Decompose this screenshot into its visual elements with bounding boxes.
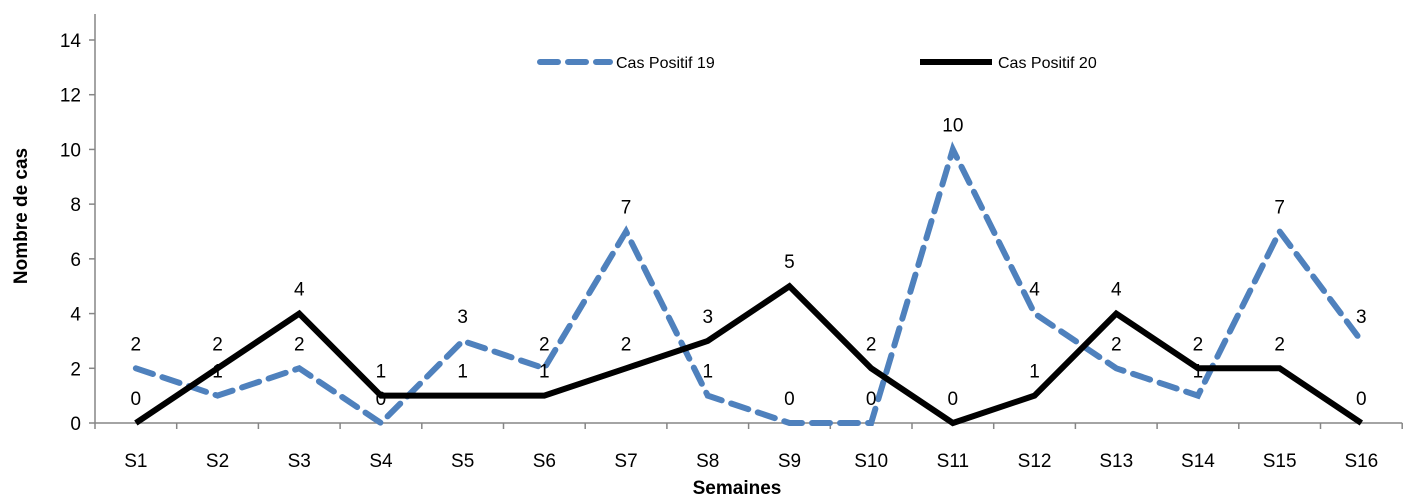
series-2-data-label: 0 <box>131 389 142 410</box>
series-1-data-label: 3 <box>1356 307 1367 328</box>
x-tick-label: S11 <box>937 451 969 472</box>
series-2-data-label: 0 <box>948 389 959 410</box>
x-tick-label: S2 <box>206 451 229 472</box>
x-tick-label: S13 <box>1099 451 1133 472</box>
series-1-data-label: 2 <box>294 334 305 355</box>
series-2-data-label: 3 <box>702 307 713 328</box>
series-1-data-label: 10 <box>942 115 963 136</box>
series-2-data-label: 1 <box>457 362 468 383</box>
series-2-point <box>461 394 465 398</box>
x-tick-label: S1 <box>124 451 147 472</box>
series-line-2 <box>134 282 1364 427</box>
y-tick-label: 8 <box>70 195 81 216</box>
y-tick-label: 2 <box>70 359 81 380</box>
series-1-data-label: 1 <box>212 362 223 383</box>
series-2-data-label: 0 <box>1356 389 1367 410</box>
series-2-data-label: 5 <box>784 252 795 273</box>
series-1-point <box>951 147 955 151</box>
x-tick-label: S7 <box>614 451 637 472</box>
series-2-point <box>1359 421 1363 425</box>
series-2-point <box>542 394 546 398</box>
series-1-data-label: 0 <box>866 389 877 410</box>
series-2-point <box>297 312 301 316</box>
series-1-data-label: 3 <box>457 307 468 328</box>
x-axis-title: Semaines <box>693 478 782 498</box>
series-1-point <box>1114 366 1118 370</box>
series-1-point <box>134 366 138 370</box>
series-2-data-label: 2 <box>1274 334 1285 355</box>
series-1-data-label: 2 <box>131 334 142 355</box>
series-2-data-label: 2 <box>621 334 632 355</box>
series-1-data-label: 0 <box>784 389 795 410</box>
series-line-1 <box>132 141 1365 427</box>
series-2-point <box>951 421 955 425</box>
series-1-data-label: 1 <box>702 362 713 383</box>
series-1-data-label: 2 <box>539 334 550 355</box>
series-2-point <box>1033 394 1037 398</box>
series-1-data-label: 7 <box>1274 198 1285 219</box>
x-tick-label: S6 <box>533 451 556 472</box>
series-2-data-label: 4 <box>1111 280 1122 301</box>
series-2-data-label: 2 <box>866 334 877 355</box>
x-tick-label: S12 <box>1018 451 1052 472</box>
y-tick-label: 4 <box>70 305 81 326</box>
series-2-point <box>869 366 873 370</box>
series-2-point <box>1278 366 1282 370</box>
series-1-point <box>624 230 628 234</box>
series-1-point <box>379 421 383 425</box>
series-1-data-label: 4 <box>1029 280 1040 301</box>
series-layer <box>132 141 1365 427</box>
x-tick-label: S15 <box>1263 451 1297 472</box>
series-1-point <box>1278 230 1282 234</box>
series-1-data-label: 7 <box>621 198 632 219</box>
series-2-point <box>624 366 628 370</box>
series-2-point <box>706 339 710 343</box>
series-1-point <box>706 394 710 398</box>
series-1-data-label: 1 <box>1193 362 1204 383</box>
series-2-data-label: 1 <box>539 362 550 383</box>
series-1-point <box>297 366 301 370</box>
series-1-data-label: 0 <box>376 389 387 410</box>
y-tick-label: 0 <box>70 414 81 435</box>
series-1-point <box>1196 394 1200 398</box>
series-1-data-label: 2 <box>1111 334 1122 355</box>
x-tick-label: S10 <box>854 451 888 472</box>
y-tick-label: 12 <box>60 86 81 107</box>
series-1-point <box>461 339 465 343</box>
series-1-point <box>869 421 873 425</box>
series-2-data-label: 2 <box>1193 334 1204 355</box>
legend: Cas Positif 19 Cas Positif 20 <box>537 55 1097 72</box>
x-tick-label: S8 <box>696 451 719 472</box>
series-2-point <box>787 284 791 288</box>
y-tick-label: 10 <box>60 140 81 161</box>
series-1-point <box>1359 339 1363 343</box>
x-tick-label: S3 <box>288 451 311 472</box>
series-2-data-label: 2 <box>212 334 223 355</box>
x-tick-label: S5 <box>451 451 474 472</box>
series-2-point <box>134 421 138 425</box>
series-2-data-label: 1 <box>376 362 387 383</box>
series-2-data-label: 4 <box>294 280 305 301</box>
series-2-data-label: 1 <box>1029 362 1040 383</box>
y-tick-label: 6 <box>70 250 81 271</box>
x-tick-label: S9 <box>778 451 801 472</box>
x-tick-label: S4 <box>369 451 393 472</box>
y-axis-title: Nombre de cas <box>11 148 32 284</box>
x-tick-label: S16 <box>1344 451 1378 472</box>
series-1-point <box>787 421 791 425</box>
x-tick-label: S14 <box>1181 451 1215 472</box>
legend-label-1: Cas Positif 19 <box>616 55 715 72</box>
legend-label-2: Cas Positif 20 <box>998 55 1097 72</box>
y-tick-label: 14 <box>60 31 82 52</box>
series-1-point <box>216 394 220 398</box>
series-1-point <box>1033 312 1037 316</box>
series-2-point <box>1114 312 1118 316</box>
